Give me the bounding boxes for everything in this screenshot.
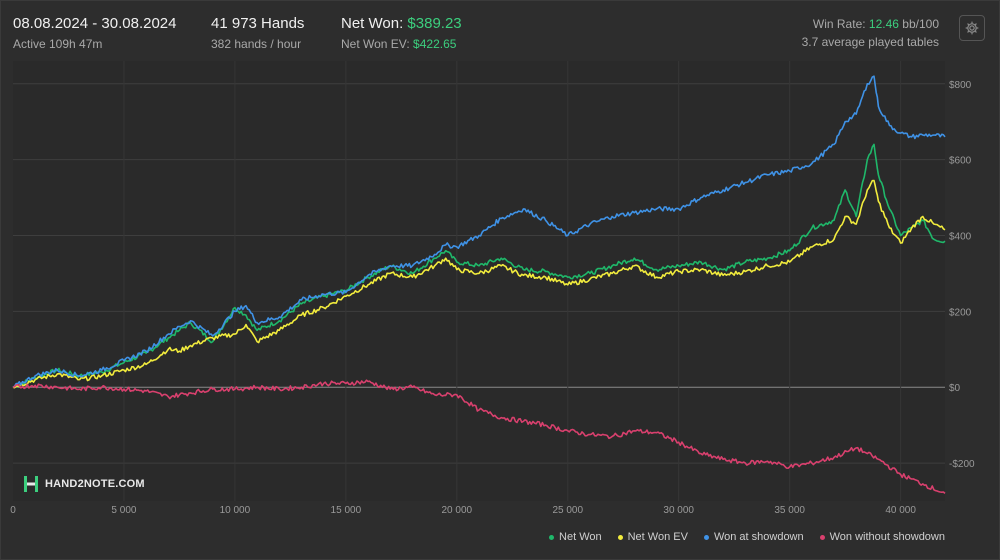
active-time: Active 109h 47m: [13, 37, 103, 51]
x-tick-label: 5 000: [111, 505, 136, 516]
gear-icon: [965, 21, 979, 35]
net-won-summary: Net Won: $389.23: [341, 15, 462, 32]
win-rate: Win Rate: 12.46 bb/100: [813, 17, 939, 31]
settings-button[interactable]: [959, 15, 985, 41]
legend-swatch: [703, 534, 709, 540]
x-tick-label: 40 000: [885, 505, 916, 516]
legend-label: Won at showdown: [713, 531, 804, 543]
legend-swatch: [617, 534, 623, 540]
legend-item-won-at-showdown[interactable]: Won at showdown: [703, 531, 804, 543]
y-tick-label: -$200: [949, 459, 975, 470]
y-tick-label: $0: [949, 383, 961, 394]
x-tick-label: 10 000: [220, 505, 251, 516]
net-won-value: $389.23: [407, 15, 462, 32]
series-line-won-without-showdown: [12, 379, 946, 495]
x-tick-label: 25 000: [552, 505, 583, 516]
x-tick-label: 30 000: [663, 505, 694, 516]
y-tick-label: $200: [949, 307, 972, 318]
legend-item-won-without-showdown[interactable]: Won without showdown: [819, 531, 945, 543]
legend-label: Won without showdown: [829, 531, 945, 543]
chart-legend: Net Won Net Won EV Won at showdown Won with…: [549, 531, 945, 543]
net-won-ev-value: $422.65: [413, 37, 457, 51]
hand2note-logo: HAND2NOTE.COM: [23, 475, 145, 493]
series-line-net-won-ev: [12, 179, 946, 389]
series-line-won-at-showdown: [12, 75, 946, 388]
win-rate-label: Win Rate:: [812, 17, 866, 31]
x-tick-label: 0: [10, 505, 16, 516]
date-range: 08.08.2024 - 30.08.2024: [13, 15, 177, 32]
hands-count: 41 973 Hands: [211, 15, 305, 32]
net-won-ev-summary: Net Won EV: $422.65: [341, 37, 456, 51]
legend-label: Net Won: [559, 531, 602, 543]
hands-per-hour: 382 hands / hour: [211, 37, 302, 51]
average-tables: 3.7 average played tables: [801, 35, 939, 49]
x-tick-label: 15 000: [331, 505, 362, 516]
x-tick-label: 20 000: [442, 505, 473, 516]
plot-area: [13, 61, 945, 501]
net-won-ev-label: Net Won EV:: [341, 37, 410, 51]
legend-swatch: [549, 534, 555, 540]
legend-item-net-won[interactable]: Net Won: [549, 531, 602, 543]
logo-text: HAND2NOTE.COM: [45, 478, 145, 490]
y-tick-label: $600: [949, 156, 972, 167]
legend-item-net-won-ev[interactable]: Net Won EV: [617, 531, 688, 543]
y-tick-label: $800: [949, 80, 972, 91]
win-rate-unit: bb/100: [902, 17, 939, 31]
series-line-net-won: [12, 143, 946, 388]
x-tick-label: 35 000: [774, 505, 805, 516]
hand2note-logo-icon: [24, 476, 38, 492]
legend-label: Net Won EV: [627, 531, 688, 543]
legend-swatch: [819, 534, 825, 540]
net-won-label: Net Won:: [341, 15, 404, 32]
y-tick-label: $400: [949, 231, 972, 242]
win-rate-value: 12.46: [868, 17, 899, 31]
